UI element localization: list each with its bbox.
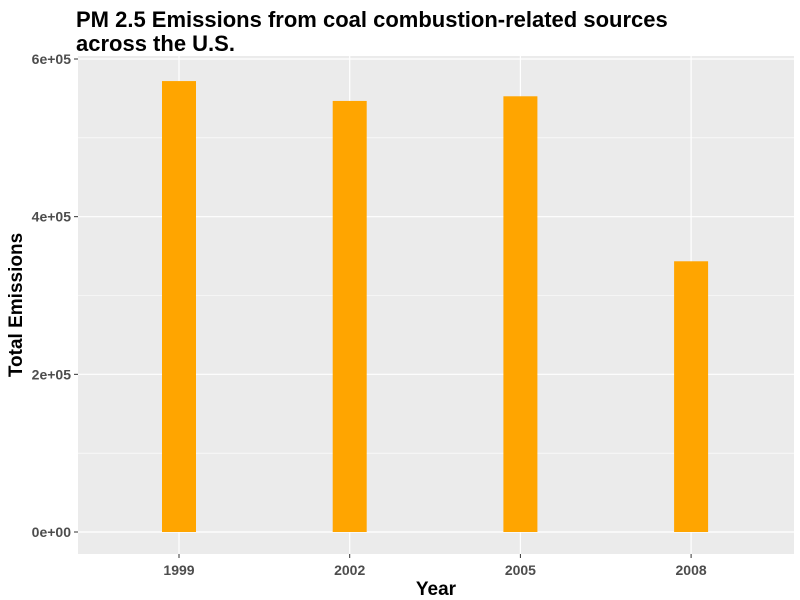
y-axis-title: Total Emissions [6, 233, 27, 377]
bar-2002 [332, 100, 367, 532]
chart-title-line-1: PM 2.5 Emissions from coal combustion-re… [76, 7, 668, 32]
y-tick-label: 4e+05 [32, 209, 72, 225]
x-tick-label: 2008 [676, 562, 707, 578]
bar-1999 [162, 81, 196, 532]
y-tick-label: 0e+00 [32, 524, 72, 540]
x-axis: 1999 2002 2005 2008 [163, 554, 707, 578]
x-tick-label: 1999 [163, 562, 194, 578]
y-axis: 0e+00 2e+05 4e+05 6e+05 [32, 51, 78, 540]
x-axis-title: Year [416, 579, 457, 600]
y-tick-label: 6e+05 [32, 51, 72, 67]
bar-2008 [674, 261, 709, 532]
y-tick-label: 2e+05 [32, 366, 72, 382]
x-tick-label: 2002 [334, 562, 365, 578]
x-tick-label: 2005 [505, 562, 536, 578]
bar-2005 [503, 96, 538, 532]
bars [162, 81, 709, 532]
chart-title-line-2: across the U.S. [76, 31, 235, 56]
